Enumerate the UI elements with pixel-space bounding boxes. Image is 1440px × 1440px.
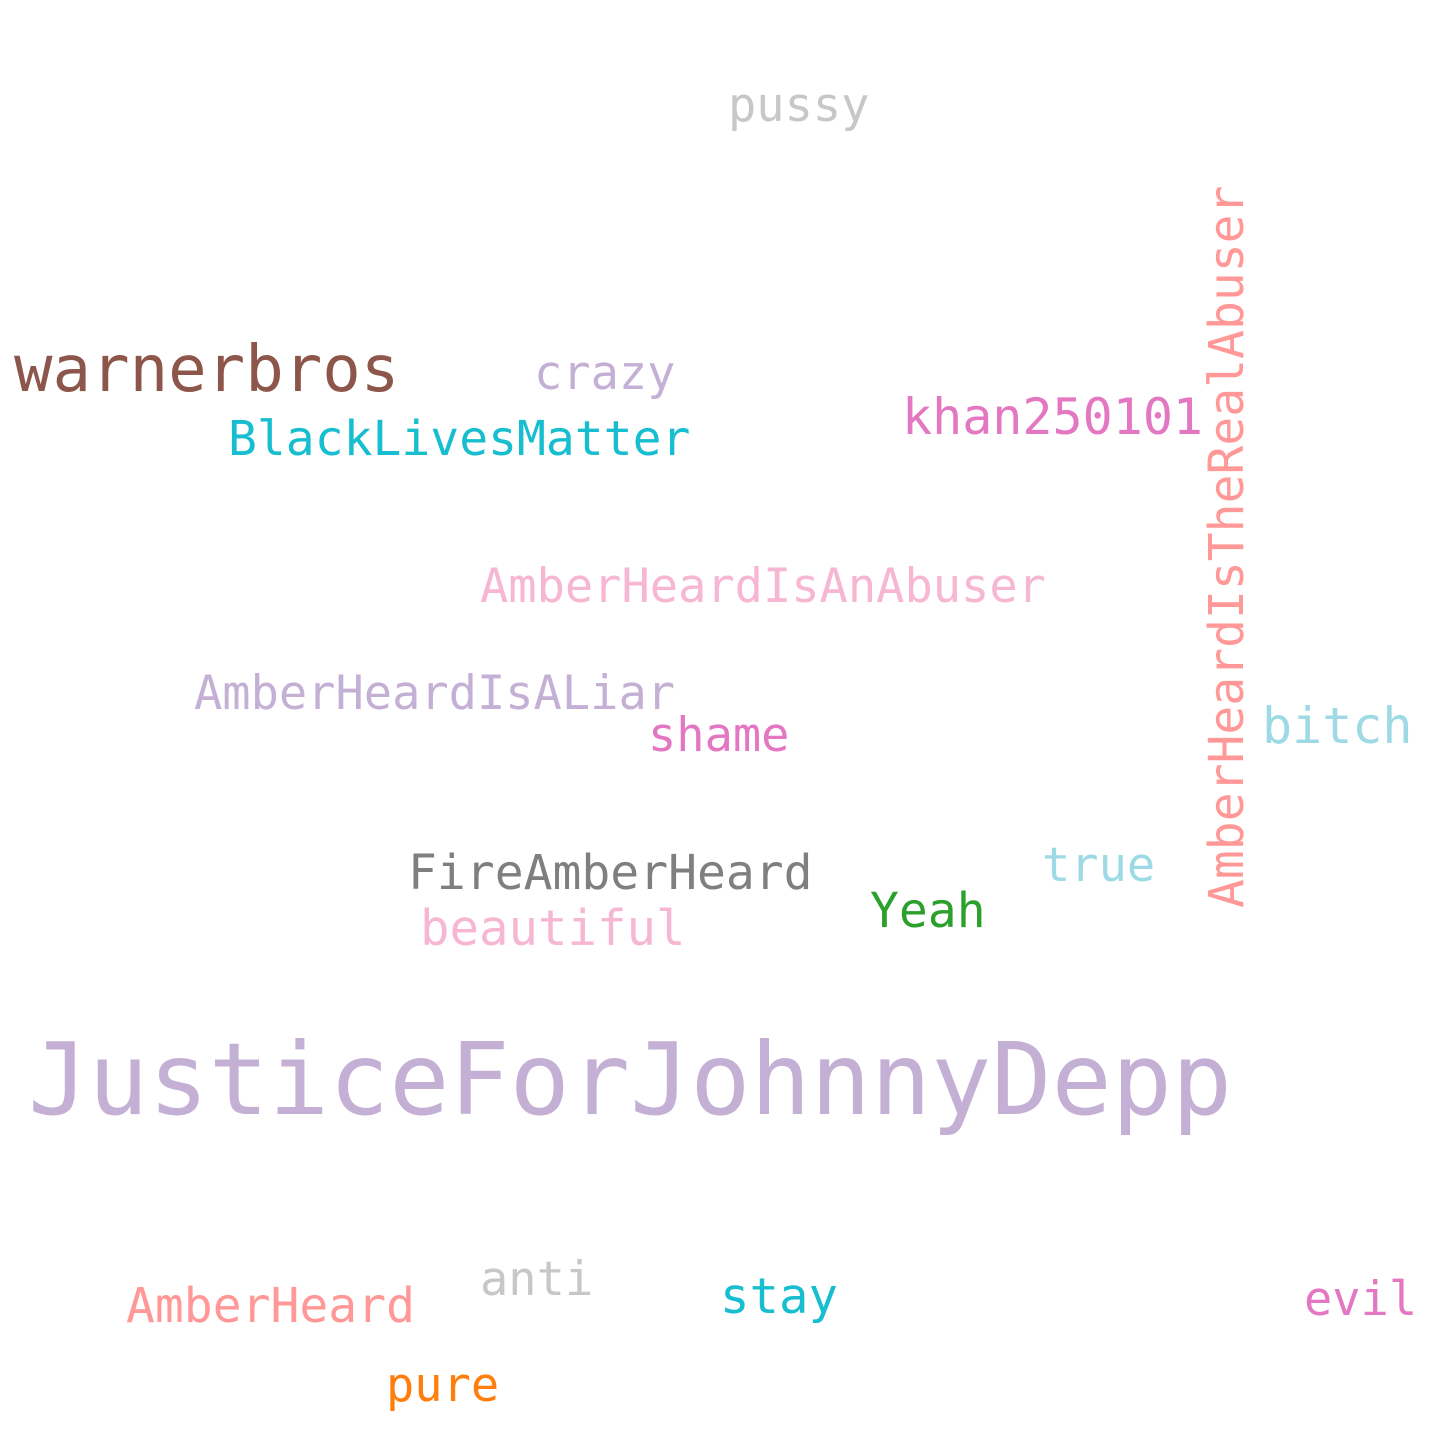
word-bitch: bitch	[1262, 697, 1413, 755]
word-amberheardisaliar: AmberHeardIsALiar	[194, 666, 676, 721]
word-blacklivesmatter: BlackLivesMatter	[228, 411, 691, 467]
word-shame: shame	[648, 708, 790, 763]
word-amberheardisanabuser: AmberHeardIsAnAbuser	[480, 559, 1046, 614]
word-khan250101: khan250101	[902, 388, 1204, 446]
word-yeah: Yeah	[870, 883, 986, 939]
word-anti: anti	[480, 1252, 594, 1307]
word-crazy: crazy	[534, 346, 676, 401]
word-beautiful: beautiful	[420, 900, 686, 957]
word-stay: stay	[720, 1268, 839, 1325]
word-true: true	[1042, 838, 1156, 893]
word-evil: evil	[1304, 1272, 1418, 1327]
word-amberheardistherealabuser: AmberHeardIsTheRealAbuser	[1199, 185, 1255, 908]
word-justiceforjohnnydepp: JusticeForJohnnyDepp	[28, 1021, 1233, 1138]
word-pure: pure	[386, 1358, 500, 1413]
word-fireamberheard: FireAmberHeard	[408, 845, 813, 901]
word-warnerbros: warnerbros	[14, 333, 400, 407]
word-amberheard: AmberHeard	[126, 1278, 415, 1334]
word-pussy: pussy	[728, 78, 870, 133]
